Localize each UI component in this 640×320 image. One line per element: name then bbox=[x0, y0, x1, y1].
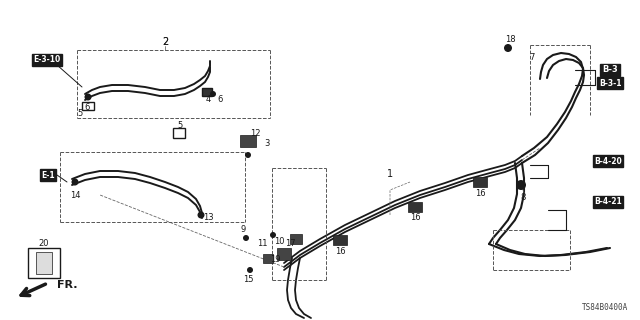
Circle shape bbox=[72, 179, 79, 186]
Text: 7: 7 bbox=[529, 53, 534, 62]
Text: 3: 3 bbox=[264, 139, 269, 148]
Text: B-3: B-3 bbox=[602, 66, 618, 75]
Circle shape bbox=[516, 180, 526, 190]
Bar bbox=[290, 234, 302, 244]
Text: 19: 19 bbox=[269, 255, 280, 265]
Circle shape bbox=[245, 152, 251, 158]
Text: 13: 13 bbox=[203, 213, 213, 222]
Bar bbox=[263, 254, 273, 263]
Text: 8: 8 bbox=[520, 193, 525, 202]
Text: 4: 4 bbox=[205, 95, 211, 105]
Text: 12: 12 bbox=[250, 129, 260, 138]
Text: 18: 18 bbox=[505, 36, 515, 44]
Text: 6: 6 bbox=[218, 95, 223, 105]
Bar bbox=[82, 102, 94, 110]
Text: 14: 14 bbox=[70, 191, 80, 201]
Circle shape bbox=[84, 93, 92, 100]
Text: 10: 10 bbox=[274, 237, 284, 246]
Bar bbox=[240, 135, 256, 147]
Bar bbox=[333, 235, 347, 245]
Circle shape bbox=[210, 91, 216, 97]
Circle shape bbox=[198, 212, 205, 219]
Text: 9: 9 bbox=[241, 226, 246, 235]
Text: TS84B0400A: TS84B0400A bbox=[582, 303, 628, 312]
Circle shape bbox=[243, 235, 249, 241]
Circle shape bbox=[247, 267, 253, 273]
Bar bbox=[408, 202, 422, 212]
Text: 5: 5 bbox=[177, 122, 182, 131]
Text: E-1: E-1 bbox=[41, 171, 55, 180]
Text: 16: 16 bbox=[335, 247, 346, 257]
Text: 15: 15 bbox=[243, 276, 253, 284]
Circle shape bbox=[270, 232, 276, 238]
Text: 11: 11 bbox=[257, 238, 268, 247]
Text: 1: 1 bbox=[387, 169, 393, 179]
Bar bbox=[473, 177, 487, 187]
Bar bbox=[277, 248, 291, 260]
Text: B-4-21: B-4-21 bbox=[594, 197, 622, 206]
Text: FR.: FR. bbox=[57, 280, 77, 290]
Text: 20: 20 bbox=[39, 238, 49, 247]
Text: B-4-20: B-4-20 bbox=[594, 156, 622, 165]
Text: E-3-10: E-3-10 bbox=[33, 55, 61, 65]
Text: B-3-1: B-3-1 bbox=[599, 78, 621, 87]
Text: 2: 2 bbox=[162, 37, 168, 47]
Text: 6: 6 bbox=[84, 103, 90, 113]
Text: 16: 16 bbox=[410, 213, 420, 222]
Bar bbox=[173, 128, 185, 138]
Bar bbox=[202, 88, 212, 96]
Bar bbox=[36, 252, 52, 274]
Text: 16: 16 bbox=[475, 188, 485, 197]
Text: 17: 17 bbox=[285, 239, 295, 249]
Bar bbox=[28, 248, 60, 278]
Text: 2: 2 bbox=[162, 37, 168, 47]
Circle shape bbox=[504, 44, 512, 52]
Text: 5: 5 bbox=[77, 108, 83, 117]
